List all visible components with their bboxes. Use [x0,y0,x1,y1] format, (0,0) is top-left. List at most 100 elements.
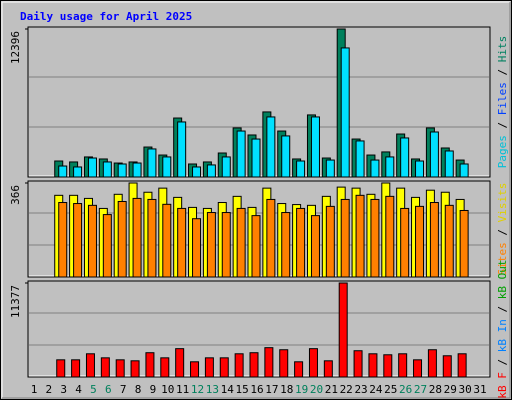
bar [400,137,410,178]
legend-entry: Sites [496,242,509,275]
x-tick-label: 25 [384,383,397,396]
bar [323,360,333,378]
bar [73,166,83,178]
legend-entry: kB In [496,319,509,352]
x-tick-label: 24 [369,383,383,396]
bar [415,205,425,278]
bar [279,349,289,378]
legend-entry: Files [496,82,509,115]
bar [355,194,365,278]
legend-entry: / [496,299,509,319]
bar [221,156,231,178]
bar [160,357,170,378]
bar [296,207,306,278]
bar [58,165,68,178]
bar [87,204,97,278]
bar [353,350,363,378]
bar [206,164,216,178]
bar [236,130,246,178]
x-tick-label: 12 [191,383,204,396]
bar [190,361,200,378]
x-tick-label: 23 [354,383,367,396]
legend-entry: / [496,115,509,135]
x-tick-label: 20 [310,383,323,396]
x-tick-label: 29 [444,383,457,396]
x-tick-label: 2 [46,383,53,396]
bar [58,202,68,278]
bar [251,215,261,278]
bar [281,135,291,178]
bar [325,205,335,278]
legend-entry: / [496,222,509,242]
bar [457,353,467,378]
x-tick-label: 5 [90,383,97,396]
chart-title: Daily usage for April 2025 [20,10,192,23]
bar [192,218,202,278]
bar [385,195,395,278]
legend-entry: Pages [496,135,509,168]
bevel [1,1,510,398]
bar [100,357,110,378]
bar [162,203,172,278]
legend-entry: kB F [496,372,509,399]
bar [281,212,291,278]
bar [383,354,393,378]
x-tick-label: 18 [280,383,293,396]
x-tick-label: 26 [399,383,412,396]
bar [132,162,142,178]
bar [204,357,214,378]
x-tick-label: 11 [176,383,189,396]
bar [340,47,350,178]
bar [117,200,127,278]
bar [266,116,276,178]
x-tick-label: 9 [150,383,157,396]
bar [442,355,452,378]
right-label: Sites / Visits [496,183,509,276]
bar [429,131,439,178]
bar [415,160,425,178]
x-tick-label: 3 [60,383,67,396]
y-tick-label: 11377 [9,285,22,318]
bevel [2,2,511,399]
bar [219,357,229,378]
bar [147,148,157,178]
bar [102,214,112,278]
legend-entry: / [496,62,509,82]
bar [249,352,259,378]
x-tick-label: 22 [340,383,353,396]
x-tick-label: 1 [31,383,38,396]
bar [264,347,274,378]
bar [192,166,202,178]
bar [177,207,187,278]
bar [459,209,469,278]
bar [368,353,378,378]
bar [310,116,320,178]
x-tick-label: 13 [206,383,219,396]
bar [175,348,185,378]
bar [251,138,261,178]
bar [145,352,155,378]
bar [398,353,408,378]
x-tick-label: 17 [265,383,278,396]
x-tick-label: 4 [75,383,82,396]
x-tick-label: 21 [325,383,338,396]
bar [355,140,365,178]
bar [73,203,83,278]
legend-entry: Visits [496,183,509,223]
x-tick-label: 31 [473,383,486,396]
bar [400,207,410,278]
bar [459,163,469,178]
bar [340,198,350,278]
legend-entry: kB Out [496,259,509,299]
bar [370,159,380,178]
y-tick-label: 12396 [9,31,22,64]
bar [130,360,140,378]
bar [413,359,423,378]
bar [444,204,454,278]
bar [71,359,81,378]
bar [427,349,437,378]
bar [85,353,95,378]
bar [308,348,318,378]
bar [266,198,276,278]
